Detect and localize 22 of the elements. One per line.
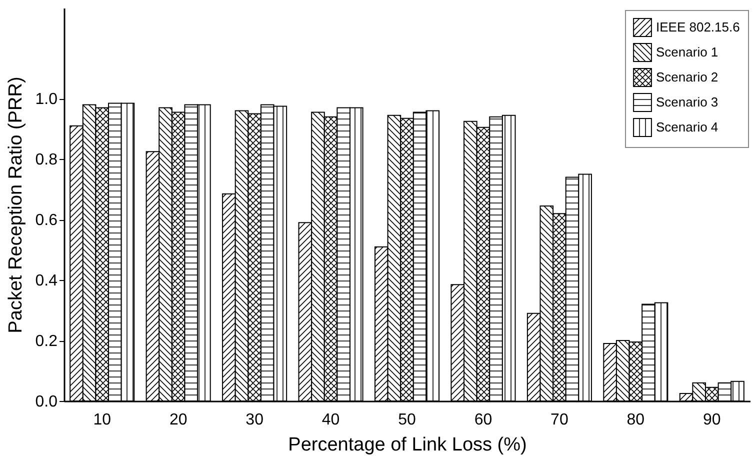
legend-label: Scenario 3 — [656, 94, 718, 110]
y-tick-label: 0.6 — [35, 212, 58, 230]
y-tick-label: 0.2 — [35, 333, 58, 350]
legend-label: Scenario 1 — [656, 44, 718, 60]
y-tick-label: 0.4 — [35, 272, 58, 290]
x-tick-label: 90 — [702, 412, 721, 428]
legend-label: IEEE 802.15.6 — [656, 20, 740, 34]
x-tick-label: 20 — [169, 412, 188, 428]
x-tick-label: 10 — [93, 412, 112, 428]
x-tick-label: 50 — [398, 412, 416, 428]
y-tick-label: 0.8 — [35, 152, 58, 169]
x-tick-label: 60 — [474, 412, 492, 428]
y-tick-label: 0.0 — [35, 394, 58, 410]
x-tick-label: 30 — [246, 412, 264, 428]
legend-label: Scenario 4 — [656, 120, 718, 134]
y-axis-title: Packet Reception Ratio (PRR) — [5, 76, 26, 334]
x-tick-label: 40 — [322, 412, 340, 428]
x-tick-label: 70 — [550, 412, 568, 428]
y-tick-label: 1.0 — [35, 91, 58, 108]
x-axis-title: Percentage of Link Loss (%) — [288, 434, 527, 456]
x-tick-label: 80 — [626, 412, 645, 428]
legend-label: Scenario 2 — [656, 70, 718, 84]
